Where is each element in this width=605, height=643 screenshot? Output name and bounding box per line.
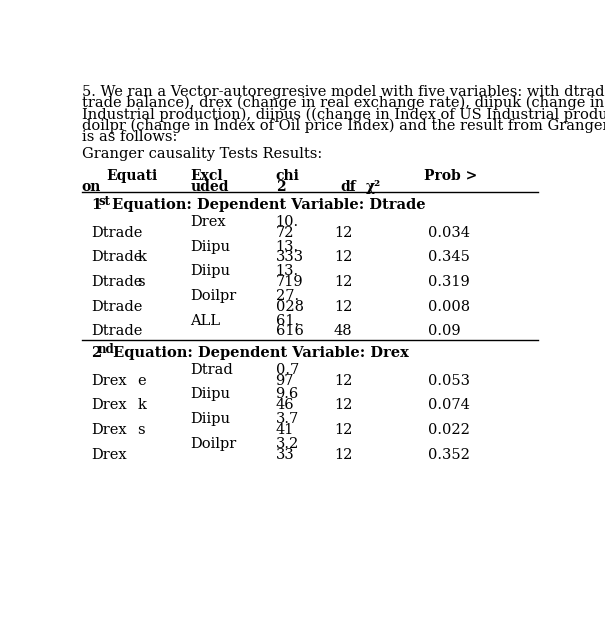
Text: 12: 12: [334, 448, 352, 462]
Text: 12: 12: [334, 226, 352, 240]
Text: s: s: [137, 423, 145, 437]
Text: 2: 2: [91, 346, 102, 360]
Text: 0.008: 0.008: [428, 300, 470, 314]
Text: doilpr (change in Index of Oil price Index) and the result from Granger Causalit: doilpr (change in Index of Oil price Ind…: [82, 118, 605, 132]
Text: 72: 72: [275, 226, 294, 240]
Text: Dtrade: Dtrade: [91, 250, 143, 264]
Text: ALL: ALL: [191, 314, 220, 327]
Text: Diipu: Diipu: [191, 240, 231, 253]
Text: 0.034: 0.034: [428, 226, 470, 240]
Text: 1: 1: [91, 198, 102, 212]
Text: 2: 2: [275, 179, 285, 194]
Text: Drex: Drex: [91, 374, 127, 388]
Text: 719: 719: [275, 275, 303, 289]
Text: Equati: Equati: [106, 169, 158, 183]
Text: 10.: 10.: [275, 215, 299, 229]
Text: Dtrad: Dtrad: [191, 363, 233, 377]
Text: 27.: 27.: [275, 289, 299, 303]
Text: 12: 12: [334, 250, 352, 264]
Text: Drex: Drex: [91, 448, 127, 462]
Text: 0.345: 0.345: [428, 250, 470, 264]
Text: Dtrade: Dtrade: [91, 226, 143, 240]
Text: 61.: 61.: [275, 314, 299, 327]
Text: 13.: 13.: [275, 240, 299, 253]
Text: 0.022: 0.022: [428, 423, 470, 437]
Text: 41: 41: [275, 423, 294, 437]
Text: 48: 48: [334, 324, 352, 338]
Text: k: k: [137, 398, 146, 412]
Text: Prob >: Prob >: [424, 169, 477, 183]
Text: 12: 12: [334, 300, 352, 314]
Text: 0.053: 0.053: [428, 374, 470, 388]
Text: is as follows:: is as follows:: [82, 129, 177, 143]
Text: 12: 12: [334, 275, 352, 289]
Text: Equation: Dependent Variable: Dtrade: Equation: Dependent Variable: Dtrade: [108, 198, 426, 212]
Text: trade balance), drex (change in real exchange rate), diipuk (change in Index of : trade balance), drex (change in real exc…: [82, 96, 605, 111]
Text: 5. We ran a Vector-autoregresive model with five variables: with dtrade (change : 5. We ran a Vector-autoregresive model w…: [82, 85, 605, 99]
Text: Dtrade: Dtrade: [91, 275, 143, 289]
Text: Doilpr: Doilpr: [191, 289, 237, 303]
Text: Equation: Dependent Variable: Drex: Equation: Dependent Variable: Drex: [108, 346, 409, 360]
Text: 616: 616: [275, 324, 304, 338]
Text: 12: 12: [334, 374, 352, 388]
Text: on: on: [82, 179, 101, 194]
Text: 12: 12: [334, 398, 352, 412]
Text: 33: 33: [275, 448, 294, 462]
Text: 0.319: 0.319: [428, 275, 470, 289]
Text: 13.: 13.: [275, 264, 299, 278]
Text: Dtrade: Dtrade: [91, 300, 143, 314]
Text: e: e: [137, 374, 146, 388]
Text: k: k: [137, 250, 146, 264]
Text: 333: 333: [275, 250, 304, 264]
Text: nd: nd: [98, 343, 115, 356]
Text: 97: 97: [275, 374, 294, 388]
Text: chi: chi: [275, 169, 299, 183]
Text: Granger causality Tests Results:: Granger causality Tests Results:: [82, 147, 322, 161]
Text: 3.2: 3.2: [275, 437, 299, 451]
Text: Diipu: Diipu: [191, 264, 231, 278]
Text: 46: 46: [275, 398, 294, 412]
Text: 0.074: 0.074: [428, 398, 470, 412]
Text: 9.6: 9.6: [275, 388, 299, 401]
Text: 0.352: 0.352: [428, 448, 470, 462]
Text: st: st: [98, 195, 110, 208]
Text: uded: uded: [191, 179, 229, 194]
Text: 0.7: 0.7: [275, 363, 299, 377]
Text: Industrial production), diipus ((change in Index of US Industrial production) an: Industrial production), diipus ((change …: [82, 107, 605, 122]
Text: Diipu: Diipu: [191, 412, 231, 426]
Text: 028: 028: [275, 300, 304, 314]
Text: s: s: [137, 275, 145, 289]
Text: Drex: Drex: [91, 398, 127, 412]
Text: Dtrade: Dtrade: [91, 324, 143, 338]
Text: χ²: χ²: [366, 179, 381, 194]
Text: Diipu: Diipu: [191, 388, 231, 401]
Text: Excl: Excl: [191, 169, 223, 183]
Text: 3.7: 3.7: [275, 412, 299, 426]
Text: Drex: Drex: [91, 423, 127, 437]
Text: Drex: Drex: [191, 215, 226, 229]
Text: Doilpr: Doilpr: [191, 437, 237, 451]
Text: 12: 12: [334, 423, 352, 437]
Text: 0.09: 0.09: [428, 324, 461, 338]
Text: df: df: [341, 179, 356, 194]
